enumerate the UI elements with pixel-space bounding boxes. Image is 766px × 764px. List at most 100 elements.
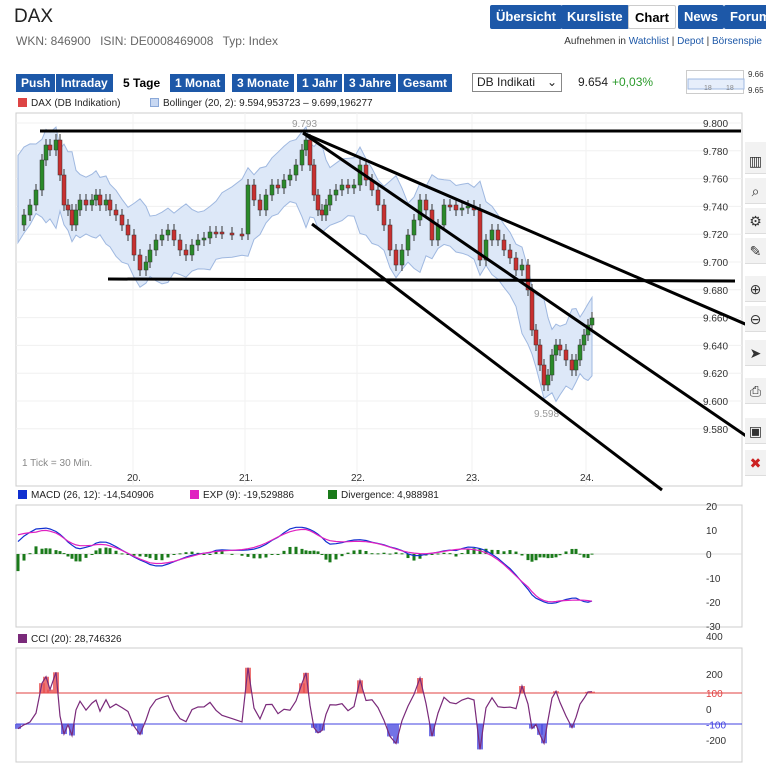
legend-dax-text: DAX (DB Indikation) — [31, 98, 121, 109]
settings-icon[interactable]: ⚙ — [745, 208, 766, 234]
candle-body — [107, 199, 113, 211]
divergence-bar — [412, 554, 416, 561]
divergence-bar — [312, 550, 316, 554]
nav-uebersicht[interactable]: Übersicht — [490, 5, 562, 29]
save-icon[interactable]: ▣ — [745, 418, 766, 444]
nav-chart[interactable]: Chart — [628, 5, 676, 29]
candle-body — [103, 199, 109, 206]
divergence-bar — [490, 549, 494, 554]
divergence-bar — [94, 550, 98, 554]
candle-body — [113, 209, 119, 216]
cci-oversold-fill — [319, 724, 325, 731]
divergence-bar — [508, 550, 512, 554]
candle-body — [553, 344, 559, 356]
range-1-monat[interactable]: 1 Monat — [170, 74, 226, 92]
candles — [21, 134, 595, 391]
divergence-bar — [300, 548, 304, 554]
divergence-bar — [166, 554, 170, 558]
range-intraday[interactable]: Intraday — [56, 74, 113, 92]
candle-body — [39, 159, 45, 191]
divergence-bar — [246, 554, 250, 557]
cci-y-tick-label: -200 — [706, 736, 726, 747]
zoom-icon[interactable]: ⌕ — [745, 178, 766, 204]
legend-macd-text: MACD (26, 12): -14,540906 — [31, 490, 154, 501]
divergence-bar — [90, 554, 94, 555]
exchange-select[interactable]: DB Indikati ⌄ — [472, 73, 562, 92]
candle-body — [143, 261, 149, 271]
cci-oversold-fill — [477, 724, 483, 750]
candle-body — [411, 219, 417, 236]
range-3-monate[interactable]: 3 Monate — [232, 74, 295, 92]
print-icon[interactable]: ⎙ — [745, 378, 766, 404]
cci-y-tick-label: 200 — [706, 670, 723, 681]
divergence-bar — [358, 549, 362, 554]
divergence-bar — [394, 552, 398, 554]
divergence-bar — [144, 554, 148, 557]
divergence-bar — [590, 553, 594, 555]
bar-chart-icon[interactable]: ▥ — [745, 148, 766, 174]
candle-body — [287, 174, 293, 181]
candle-body — [489, 229, 495, 241]
candle-body — [319, 209, 325, 216]
type-label: Typ: Index — [222, 34, 278, 48]
watchlist-link[interactable]: Watchlist — [628, 36, 669, 47]
bollinger-band — [17, 125, 593, 403]
candle-body — [307, 139, 313, 166]
range-1-jahr[interactable]: 1 Jahr — [297, 74, 343, 92]
cci-y-tick-label: 100 — [706, 689, 723, 700]
candle-body — [153, 239, 159, 251]
legend-cci: CCI (20): 28,746326 — [18, 634, 122, 645]
candle-body — [577, 344, 583, 361]
range-gesamt[interactable]: Gesamt — [398, 74, 453, 92]
pencil-icon[interactable]: ✎ — [745, 238, 766, 264]
zoom-out-icon[interactable]: ⊖ — [745, 306, 766, 332]
divergence-bar — [564, 551, 568, 554]
legend-bollinger-text: Bollinger (20, 2): 9.594,953723 – 9.699,… — [163, 98, 373, 109]
candle-body — [311, 164, 317, 196]
divergence-bar — [436, 553, 440, 555]
nav-forum[interactable]: Forum — [724, 5, 766, 29]
divergence-bar — [202, 553, 206, 555]
mini-chart: 18 18 — [686, 70, 745, 94]
y-tick-label: 9.740 — [703, 202, 728, 213]
cursor-icon[interactable]: ➤ — [745, 340, 766, 366]
cci-oversold-fill — [429, 724, 435, 737]
divergence-bar — [258, 554, 262, 559]
delete-icon[interactable]: ✖ — [745, 450, 766, 476]
y-tick-label: 9.700 — [703, 258, 728, 269]
range-5-tage[interactable]: 5 Tage — [118, 74, 166, 92]
candle-body — [357, 164, 363, 186]
divergence-bar — [132, 554, 136, 556]
candle-body — [589, 317, 595, 326]
divergence-bar — [340, 554, 344, 557]
nav-news[interactable]: News — [678, 5, 724, 29]
nav-kursliste[interactable]: Kursliste — [561, 5, 629, 29]
divergence-bar — [138, 554, 142, 557]
depot-link[interactable]: Depot — [677, 36, 704, 47]
range-push[interactable]: Push — [16, 74, 56, 92]
trend-line[interactable] — [311, 222, 663, 492]
divergence-bar — [542, 554, 546, 558]
divergence-bar — [40, 548, 44, 554]
candle-body — [429, 209, 435, 241]
boersenspiel-link[interactable]: Börsenspie — [711, 36, 762, 47]
macd-divergence-bars — [16, 546, 742, 572]
divergence-bar — [460, 553, 464, 555]
range-3-jahre[interactable]: 3 Jahre — [344, 74, 397, 92]
candle-body — [441, 204, 447, 226]
zoom-in-icon[interactable]: ⊕ — [745, 276, 766, 302]
candle-body — [57, 139, 63, 176]
trend-line[interactable] — [107, 277, 736, 283]
candle-body — [459, 207, 465, 211]
cci-overbought-fill — [589, 691, 595, 693]
candle-body — [447, 204, 453, 208]
macd-y-ticks: 20 10 0 -10 -20 -30 — [706, 502, 721, 633]
y-tick-label: 9.580 — [703, 425, 728, 436]
candle-body — [69, 209, 75, 226]
divergence-bar — [196, 552, 200, 554]
divergence-bar — [214, 551, 218, 554]
trend-line[interactable] — [302, 131, 745, 333]
candle-body — [323, 204, 329, 216]
trend-line[interactable] — [302, 131, 745, 440]
candle-body — [281, 179, 287, 189]
